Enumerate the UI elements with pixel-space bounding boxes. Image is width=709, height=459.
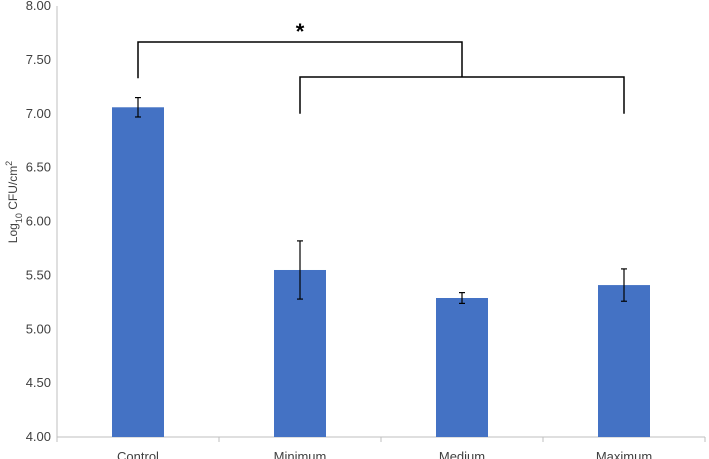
y-tick-label: 8.00 bbox=[26, 0, 51, 13]
error-bar-control bbox=[135, 96, 141, 118]
y-tick-label: 7.00 bbox=[26, 106, 51, 121]
y-tick-label: 7.50 bbox=[26, 52, 51, 67]
x-tick-label-maximum: Maximum bbox=[596, 449, 652, 459]
significance-star: * bbox=[296, 19, 305, 44]
y-axis-label: Log10 CFU/cm2 bbox=[4, 161, 24, 243]
y-tick-labels: 4.00 4.50 5.00 5.50 6.00 6.50 7.00 7.50 8.00 bbox=[26, 0, 51, 444]
group-bracket bbox=[299, 76, 625, 114]
y-tick-label: 5.00 bbox=[26, 321, 51, 336]
x-tick-label-control: Control bbox=[117, 449, 159, 459]
significance-brackets: * bbox=[137, 19, 625, 114]
bar-medium bbox=[436, 298, 488, 437]
error-bar-minimum bbox=[297, 240, 303, 300]
bars bbox=[112, 107, 650, 437]
error-bar-medium bbox=[459, 292, 465, 304]
y-tick-label: 4.50 bbox=[26, 375, 51, 390]
y-tick-label: 6.00 bbox=[26, 214, 51, 229]
y-tick-label: 4.00 bbox=[26, 429, 51, 444]
x-tick-labels: Control Minimum Medium Maximum bbox=[117, 449, 652, 459]
y-tick-label: 5.50 bbox=[26, 267, 51, 282]
axes bbox=[56, 6, 706, 442]
bar-control bbox=[112, 107, 164, 437]
x-tick-label-medium: Medium bbox=[439, 449, 485, 459]
x-tick-label-minimum: Minimum bbox=[274, 449, 327, 459]
error-bar-maximum bbox=[621, 268, 627, 302]
bar-maximum bbox=[598, 285, 650, 437]
comparison-bracket bbox=[137, 41, 463, 79]
y-tick-label: 6.50 bbox=[26, 160, 51, 175]
error-bars bbox=[135, 96, 627, 304]
